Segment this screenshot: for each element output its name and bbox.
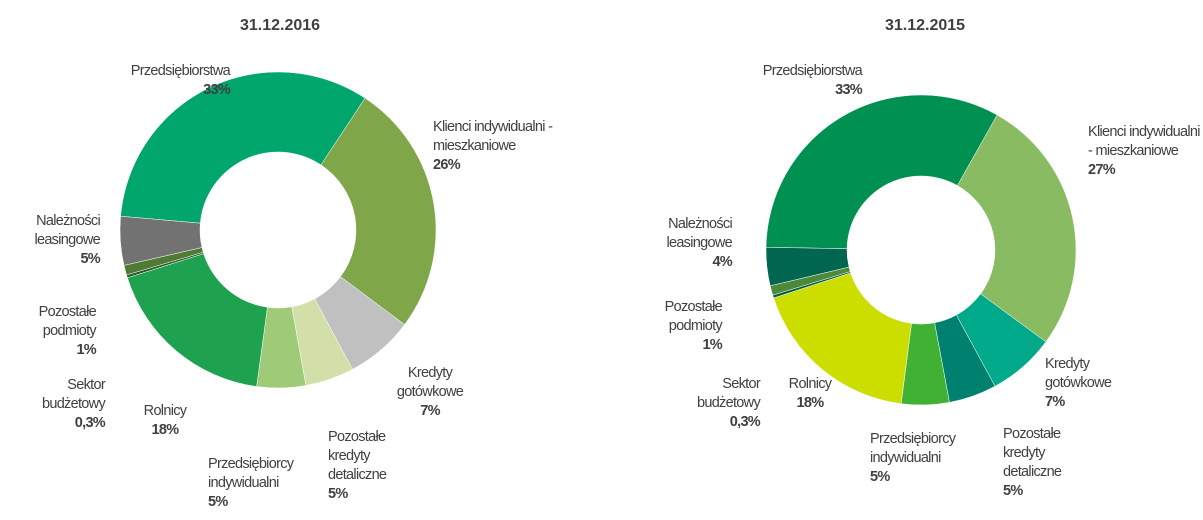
category-name: Rolnicy <box>788 376 832 392</box>
category-name: Pozostałe kredyty detaliczne <box>1003 426 1062 480</box>
donut-slice <box>119 215 203 266</box>
slice-label: Pozostałe kredyty detaliczne 5% <box>328 428 418 504</box>
category-name: Rolnicy <box>143 403 187 419</box>
slice-label: Przedsiębiorcy indywidualni 5% <box>208 455 323 512</box>
slice-label: Przedsiębiorcy indywidualni 5% <box>870 430 985 487</box>
category-name: Przedsiębiorstwa <box>762 63 863 79</box>
value-label: 0,3% <box>74 415 106 431</box>
slice-label: Przedsiębiorstwa 33% <box>700 62 863 100</box>
category-name: Należności leasingowe <box>34 213 100 248</box>
category-name: Klienci indywidualni - mieszkaniowe <box>433 119 553 154</box>
slice-label: Rolnicy 18% <box>775 375 845 413</box>
slice-label: Należności leasingowe 5% <box>0 212 100 269</box>
category-name: Klienci indywidualni - mieszkaniowe <box>1088 124 1200 159</box>
category-name: Należności leasingowe <box>666 216 732 251</box>
slice-label: Kredyty gotówkowe 7% <box>1045 355 1145 412</box>
slice-label: Klienci indywidualni - mieszkaniowe 27% <box>1088 123 1201 180</box>
category-name: Sektor budżetowy <box>41 377 106 412</box>
value-label: 7% <box>1045 394 1065 410</box>
value-label: 0,3% <box>729 414 761 430</box>
donut-slice <box>773 272 912 404</box>
category-name: Kredyty gotówkowe <box>1045 356 1112 391</box>
value-label: 4% <box>712 254 732 270</box>
donut-slice <box>765 94 998 249</box>
slice-label: Klienci indywidualni - mieszkaniowe 26% <box>433 118 553 175</box>
value-label: 33% <box>835 82 863 98</box>
donut-slice <box>120 71 366 224</box>
slice-label: Rolnicy 18% <box>125 402 205 440</box>
slice-label: Kredyty gotówkowe 7% <box>380 364 480 421</box>
value-label: 5% <box>80 251 100 267</box>
value-label: 5% <box>1003 483 1023 499</box>
chart-title: 31.12.2016 <box>239 17 321 34</box>
donut-slice <box>127 253 268 387</box>
value-label: 26% <box>433 157 461 173</box>
slice-label: Sektor budżetowy 0,3% <box>5 376 106 433</box>
slice-label: Pozostałe podmioty 1% <box>620 298 723 355</box>
category-name: Pozostałe podmioty <box>38 304 97 339</box>
value-label: 7% <box>420 403 440 419</box>
category-name: Kredyty gotówkowe <box>396 365 464 400</box>
value-label: 18% <box>796 395 825 411</box>
category-name: Sektor budżetowy <box>696 376 761 411</box>
category-name: Przedsiębiorcy indywidualni <box>870 431 956 466</box>
donut-slice <box>765 247 850 287</box>
category-name: Pozostałe podmioty <box>664 299 723 334</box>
value-label: 27% <box>1088 162 1116 178</box>
category-name: Pozostałe kredyty detaliczne <box>328 429 387 483</box>
value-label: 5% <box>328 486 348 502</box>
value-label: 33% <box>203 82 231 98</box>
value-label: 1% <box>76 342 96 358</box>
slice-label: Sektor budżetowy 0,3% <box>660 375 761 432</box>
donut-slice <box>320 97 437 325</box>
slice-label: Pozostałe kredyty detaliczne 5% <box>1003 425 1093 501</box>
donut-slice <box>957 114 1077 343</box>
value-label: 1% <box>702 337 722 353</box>
category-name: Przedsiębiorstwa <box>130 63 231 79</box>
value-label: 5% <box>208 494 228 510</box>
slice-label: Należności leasingowe 4% <box>620 215 732 272</box>
chart-title: 31.12.2015 <box>884 17 966 34</box>
slice-label: Przedsiębiorstwa 33% <box>60 62 231 100</box>
slice-label: Pozostałe podmioty 1% <box>0 303 97 360</box>
category-name: Przedsiębiorcy indywidualni <box>208 456 294 491</box>
value-label: 5% <box>870 469 890 485</box>
value-label: 18% <box>151 422 180 438</box>
